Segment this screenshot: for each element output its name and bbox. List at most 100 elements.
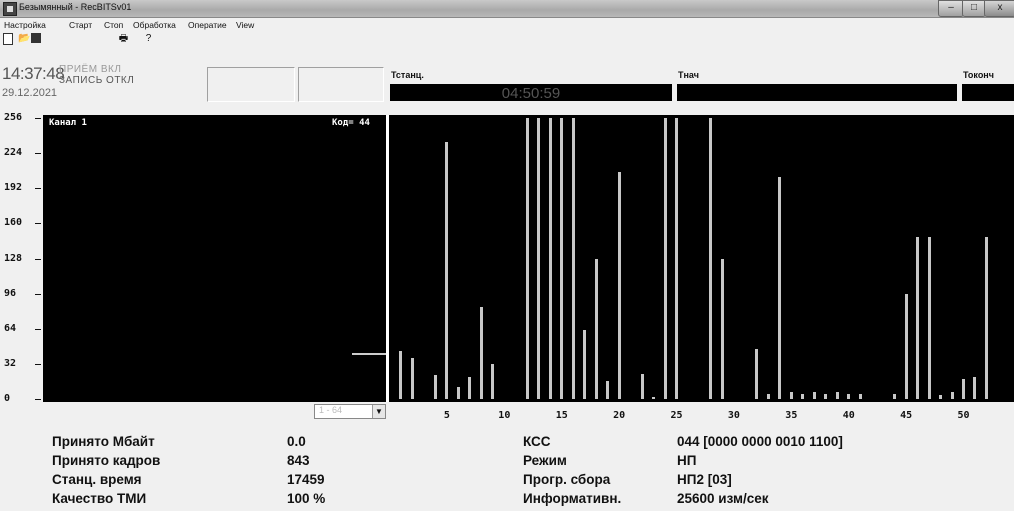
y-tick-mark [35,153,41,155]
chart-bar [824,393,828,399]
app-icon[interactable] [3,2,17,16]
chart-bar [984,236,988,399]
kss-label: КСС [523,434,551,449]
received-mb-label: Принято Мбайт [52,434,155,449]
menu-processing[interactable]: Обработка [133,20,176,30]
y-tick-label: 96 [4,287,17,299]
chart-bar [709,118,713,399]
title-bar: Безымянный - RecBITSv01 – □ x [0,0,1014,18]
chart-bar [433,374,437,399]
chart-bar [617,171,621,399]
y-tick-label: 32 [4,357,17,369]
y-tick-label: 256 [4,112,23,123]
chart-bar [720,258,724,399]
tokonch-display [962,84,1014,101]
x-tick-label: 10 [498,410,511,421]
chart-bar [962,379,965,399]
mode-value: НП [677,453,697,468]
x-tick-label: 20 [613,410,626,421]
new-file-icon[interactable] [3,33,13,45]
chart-bar [801,393,805,399]
chart-bar [847,393,851,399]
clock-time: 14:37:48 [2,64,65,83]
chart-bar [491,363,495,399]
kss-value: 044 [0000 0000 0010 1100] [677,434,843,449]
code-label: Код= 44 [332,118,370,128]
chart-bar [675,118,678,399]
menu-view[interactable]: View [236,20,255,30]
open-folder-icon[interactable]: 📂 [18,33,31,44]
channel-level-line [352,353,386,355]
status-field-1 [207,67,295,102]
chart-bar [927,236,931,399]
chart-bar [652,396,656,399]
y-tick-label: 64 [4,322,17,334]
chart-bar [973,377,977,399]
channel-panel [43,115,386,402]
x-tick-label: 40 [842,410,855,421]
channel-label: Канал 1 [49,118,87,128]
chart-bar [950,392,954,399]
chart-bar [916,236,920,399]
chart-bar [755,348,759,399]
received-mb-value: 0.0 [287,434,306,449]
frames-value: 843 [287,453,310,468]
chart-bar [548,118,552,399]
y-tick-mark [35,258,41,260]
tokonch-label: Токонч [963,70,994,80]
chart-bar [410,358,414,399]
y-tick-mark [35,188,41,190]
chart-bar [468,377,472,399]
x-tick-label: 35 [785,410,798,421]
chart-bar [663,118,667,399]
tnach-display [677,84,957,101]
chart-bar [594,258,598,399]
y-tick-mark [35,293,41,295]
tmi-quality-value: 100 % [287,491,326,506]
save-icon[interactable] [31,33,41,43]
x-tick-label: 5 [443,410,450,421]
channel-range-select[interactable]: 1 - 64 ▼ [314,404,386,419]
chart-bar [399,350,403,399]
inform-label: Информативн. [523,491,622,506]
chart-bar [778,177,782,399]
chart-bar [479,306,483,399]
menu-stop[interactable]: Стоп [104,20,124,30]
y-tick-mark [35,223,41,225]
window-title: Безымянный - RecBITSv01 [19,2,132,12]
chevron-down-icon[interactable]: ▼ [372,405,385,418]
x-tick-label: 30 [727,410,740,421]
tnach-label: Тнач [678,70,699,80]
chart-bar [445,142,449,399]
channel-range-value: 1 - 64 [319,405,343,415]
program-value: НП2 [03] [677,472,732,487]
panel-divider [386,115,389,402]
station-time-value: 17459 [287,472,325,487]
menu-start[interactable]: Старт [69,20,93,30]
status-field-2 [298,67,384,102]
toolbar: 📂 🖶 ? [0,32,200,46]
chart-bar [939,394,943,399]
y-tick-mark [35,328,41,330]
receive-status: ПРИЁМ ВКЛ [59,64,122,75]
tstanc-label: Тстанц. [391,70,424,80]
close-button[interactable]: x [984,0,1014,17]
x-tick-label: 45 [900,410,913,421]
y-tick-label: 0 [4,393,11,404]
chart-bar [893,393,897,399]
inform-value: 25600 изм/сек [677,491,769,506]
help-icon[interactable]: ? [145,33,152,44]
print-icon[interactable]: 🖶 [118,33,129,44]
y-tick-mark [35,399,41,400]
x-tick-label: 25 [670,410,683,421]
maximize-button[interactable]: □ [962,0,986,17]
bar-chart-panel [389,115,1014,402]
menu-operative[interactable]: Оператие [188,20,227,30]
chart-bar [583,329,587,399]
chart-bar [537,118,541,399]
chart-bar [789,392,793,399]
station-time-label: Станц. время [52,472,142,487]
mode-label: Режим [523,453,567,468]
minimize-button[interactable]: – [938,0,964,17]
menu-settings[interactable]: Настройка [4,20,46,30]
